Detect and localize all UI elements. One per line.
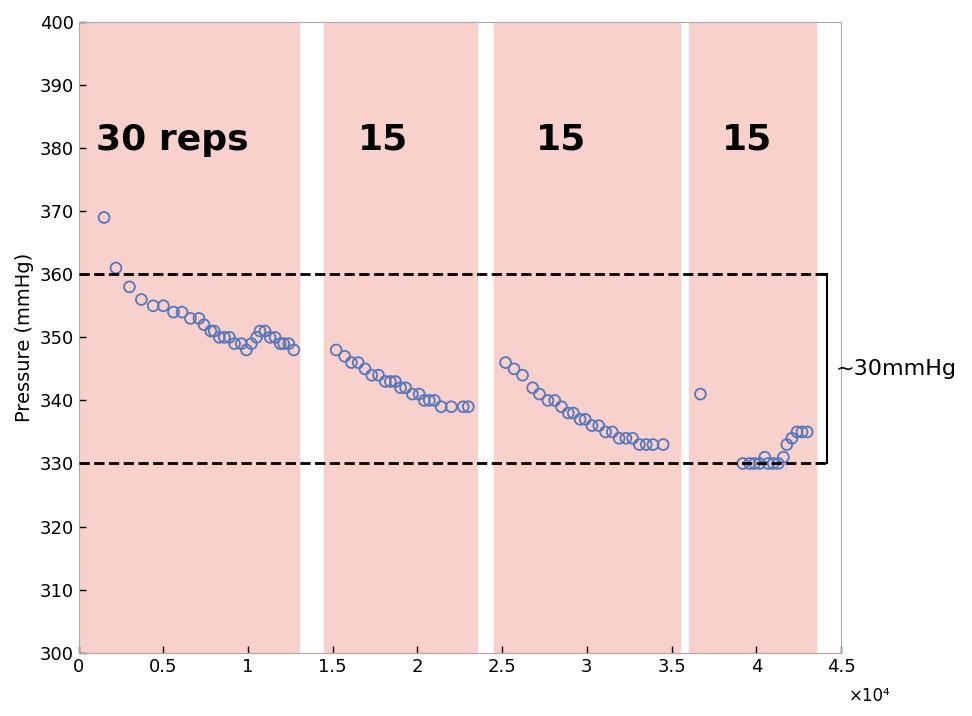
- Point: [655, 439, 671, 450]
- Text: 15: 15: [722, 123, 773, 157]
- Point: [370, 369, 386, 381]
- Point: [498, 357, 513, 368]
- Point: [625, 432, 641, 444]
- Point: [156, 300, 171, 311]
- Point: [434, 401, 449, 412]
- Point: [547, 395, 563, 406]
- Point: [506, 363, 522, 374]
- Point: [789, 426, 805, 437]
- Bar: [325, 22, 477, 653]
- Point: [262, 332, 278, 343]
- Point: [540, 395, 556, 406]
- Point: [566, 407, 581, 419]
- Point: [357, 363, 372, 374]
- Point: [573, 414, 588, 425]
- Point: [96, 212, 112, 223]
- Point: [196, 319, 212, 331]
- Point: [364, 369, 379, 381]
- Point: [226, 338, 242, 349]
- Point: [222, 332, 237, 343]
- Point: [183, 313, 198, 324]
- Point: [244, 338, 260, 349]
- Point: [525, 382, 540, 394]
- Point: [461, 401, 476, 412]
- Point: [760, 458, 776, 469]
- Point: [779, 439, 794, 450]
- Point: [645, 439, 661, 450]
- Point: [618, 432, 634, 444]
- Point: [794, 426, 810, 437]
- Point: [233, 338, 249, 349]
- Point: [133, 294, 149, 305]
- Point: [411, 388, 427, 400]
- Point: [584, 420, 600, 431]
- Text: 15: 15: [537, 123, 586, 157]
- Point: [212, 332, 227, 343]
- Point: [281, 338, 296, 349]
- Point: [416, 395, 432, 406]
- Text: 30 reps: 30 reps: [95, 123, 248, 157]
- Point: [146, 300, 161, 311]
- Point: [766, 458, 781, 469]
- Point: [267, 332, 283, 343]
- Point: [166, 306, 182, 318]
- Point: [258, 325, 273, 337]
- Point: [404, 388, 420, 400]
- Point: [515, 369, 531, 381]
- Text: 15: 15: [359, 123, 408, 157]
- Point: [598, 426, 613, 437]
- Point: [554, 401, 570, 412]
- Point: [206, 325, 222, 337]
- Point: [746, 458, 762, 469]
- Bar: [494, 22, 680, 653]
- Point: [398, 382, 413, 394]
- Point: [174, 306, 190, 318]
- Text: ×10⁴: ×10⁴: [849, 687, 890, 705]
- Point: [757, 452, 773, 463]
- Point: [203, 325, 219, 337]
- Point: [771, 458, 786, 469]
- Point: [632, 439, 647, 450]
- Point: [249, 332, 264, 343]
- Point: [344, 357, 360, 368]
- Bar: [688, 22, 816, 653]
- Point: [605, 426, 620, 437]
- Point: [383, 376, 399, 387]
- Point: [337, 351, 353, 362]
- Point: [456, 401, 471, 412]
- Point: [427, 395, 442, 406]
- Point: [591, 420, 607, 431]
- Point: [561, 407, 576, 419]
- Point: [735, 458, 750, 469]
- Point: [252, 325, 267, 337]
- Point: [752, 458, 768, 469]
- Point: [776, 452, 791, 463]
- Point: [611, 432, 627, 444]
- Point: [799, 426, 815, 437]
- Point: [272, 338, 288, 349]
- Point: [742, 458, 757, 469]
- Point: [577, 414, 593, 425]
- Point: [217, 332, 232, 343]
- Point: [191, 313, 207, 324]
- Text: ~30mmHg: ~30mmHg: [836, 359, 957, 379]
- Point: [639, 439, 654, 450]
- Y-axis label: Pressure (mmHg): Pressure (mmHg): [15, 253, 34, 422]
- Point: [393, 382, 408, 394]
- Point: [286, 344, 301, 356]
- Point: [693, 388, 709, 400]
- Point: [377, 376, 393, 387]
- Point: [443, 401, 459, 412]
- Point: [122, 281, 137, 293]
- Point: [238, 344, 254, 356]
- Point: [108, 262, 123, 274]
- Point: [388, 376, 403, 387]
- Bar: [79, 22, 299, 653]
- Point: [329, 344, 344, 356]
- Point: [422, 395, 437, 406]
- Point: [276, 338, 292, 349]
- Point: [351, 357, 366, 368]
- Point: [532, 388, 547, 400]
- Point: [784, 432, 800, 444]
